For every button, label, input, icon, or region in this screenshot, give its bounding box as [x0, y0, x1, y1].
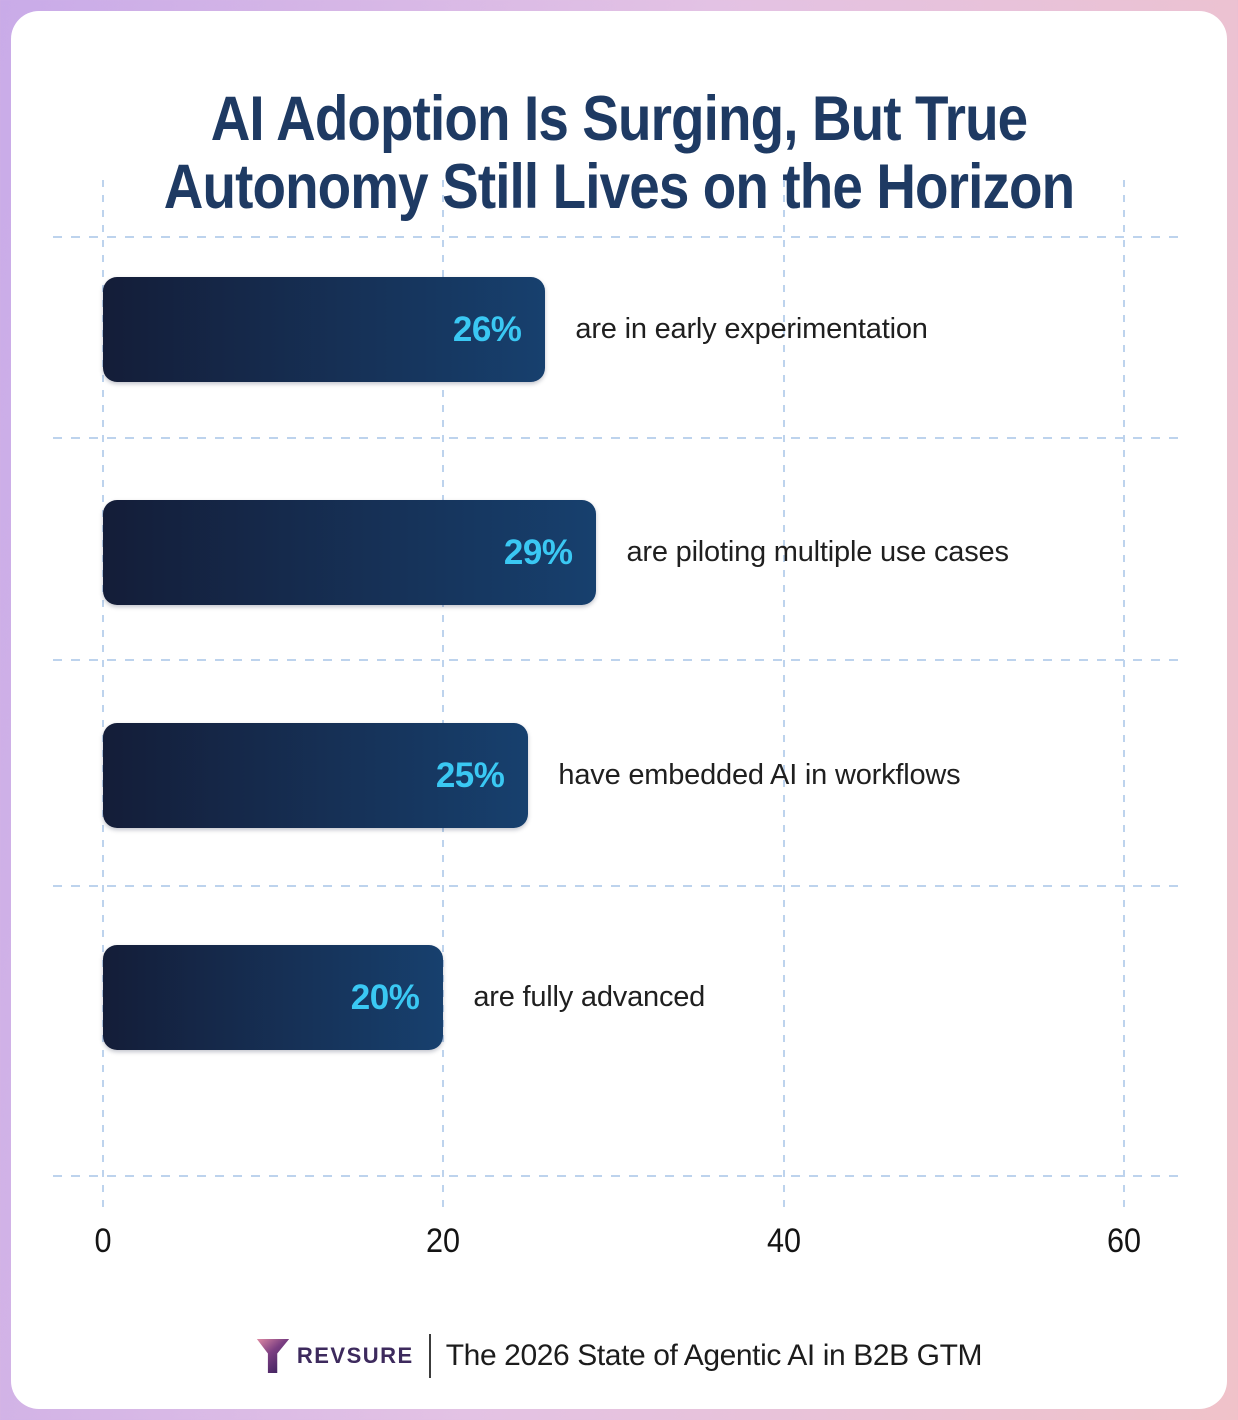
bar: 20%: [103, 945, 444, 1050]
chart-title: AI Adoption Is Surging, But True Autonom…: [80, 84, 1157, 222]
gridline-h: [53, 1175, 1185, 1177]
gridline-h: [53, 437, 1185, 439]
bar-value-label: 20%: [350, 977, 420, 1017]
gridline-h: [53, 236, 1185, 238]
brand-name: REVSURE: [296, 1343, 414, 1368]
bar-value-label: 29%: [503, 532, 573, 572]
brand-lockup: REVSURE: [256, 1337, 414, 1375]
footer-caption: The 2026 State of Agentic AI in B2B GTM: [445, 1339, 983, 1372]
bar-category-label: have embedded AI in workflows: [558, 759, 961, 791]
gridline-h: [53, 659, 1185, 661]
bar-row: 20% are fully advanced: [103, 945, 1238, 1050]
gridline-v: [102, 180, 104, 1207]
bar: 26%: [103, 277, 546, 382]
footer: REVSURE The 2026 State of Agentic AI in …: [0, 1326, 1238, 1386]
gridline-h: [53, 885, 1185, 887]
bar-value-label: 26%: [452, 309, 522, 349]
bar-row: 26% are in early experimentation: [103, 277, 1238, 382]
bar-row: 25% have embedded AI in workflows: [103, 723, 1238, 828]
gridline-v: [1123, 180, 1125, 1207]
x-axis-tick: 40: [766, 1222, 802, 1260]
gridline-v: [442, 180, 445, 1207]
bar-value-label: 25%: [435, 755, 505, 795]
gridline-v: [782, 180, 785, 1207]
revsure-logo-icon: [256, 1339, 290, 1373]
plot-area: 26% are in early experimentation 29% are…: [102, 180, 1125, 1207]
bar: 29%: [103, 500, 597, 605]
bar-category-label: are fully advanced: [473, 981, 706, 1013]
chart-title-line2: Autonomy Still Lives on the Horizon: [163, 151, 1075, 222]
x-axis-tick: 60: [1106, 1222, 1142, 1260]
chart-title-line1: AI Adoption Is Surging, But True: [210, 84, 1028, 155]
bar: 25%: [103, 723, 529, 828]
bar-row: 29% are piloting multiple use cases: [103, 500, 1238, 605]
x-axis-tick: 0: [94, 1222, 112, 1260]
bar-category-label: are in early experimentation: [575, 313, 928, 345]
x-axis-tick: 20: [425, 1222, 461, 1260]
footer-divider: [428, 1334, 431, 1378]
bar-category-label: are piloting multiple use cases: [626, 536, 1009, 568]
